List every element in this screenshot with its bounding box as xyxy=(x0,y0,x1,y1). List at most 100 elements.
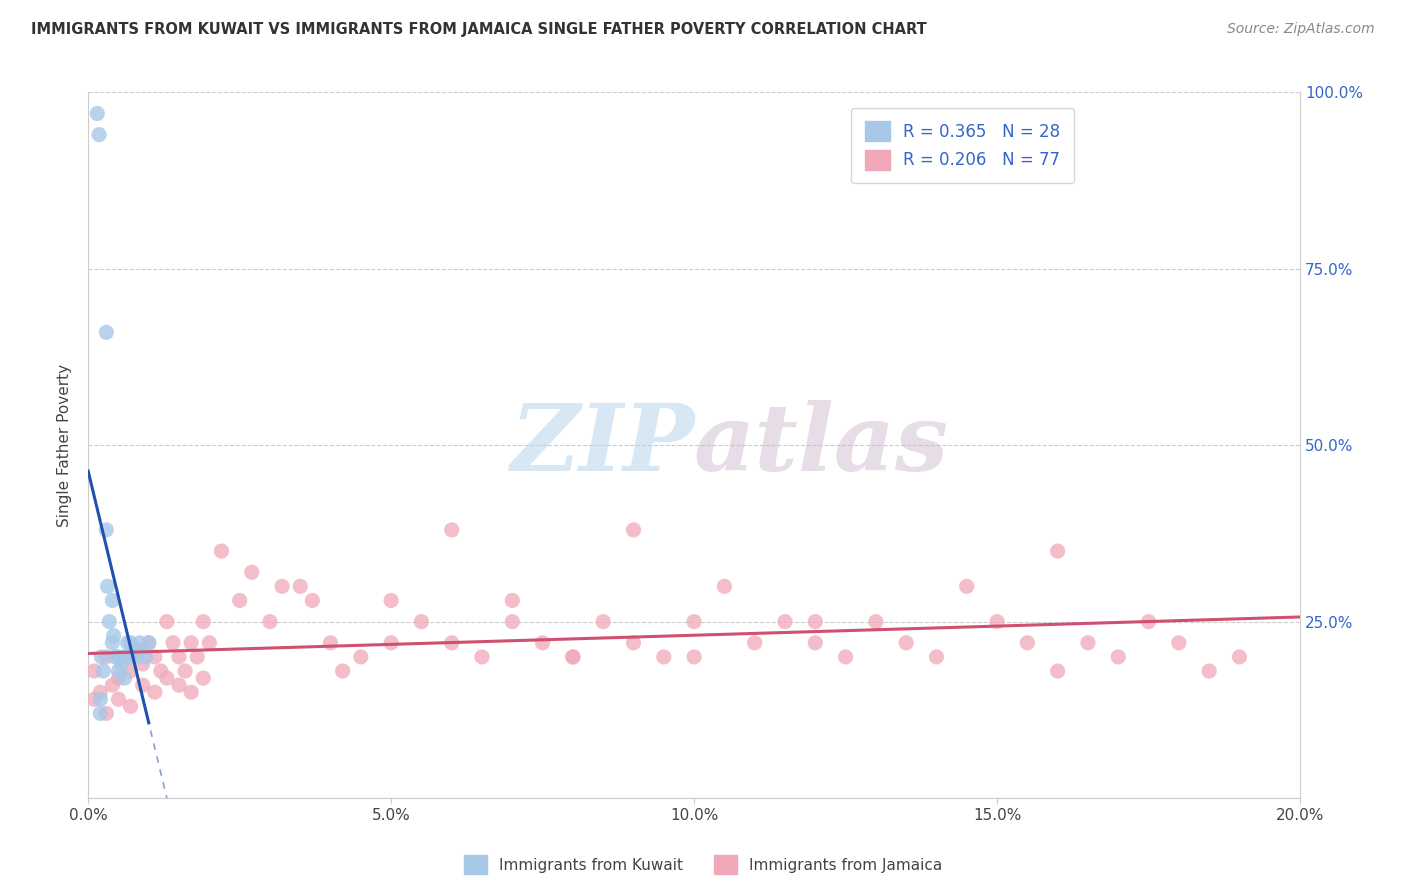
Point xyxy=(138,636,160,650)
Point xyxy=(380,593,402,607)
Point xyxy=(125,649,148,664)
Point xyxy=(96,523,118,537)
Point xyxy=(96,326,118,340)
Point xyxy=(1017,636,1039,650)
Point xyxy=(186,649,208,664)
Point xyxy=(744,636,766,650)
Point xyxy=(1077,636,1099,650)
Point xyxy=(501,593,523,607)
Point xyxy=(107,664,129,678)
Point xyxy=(228,593,250,607)
Point xyxy=(156,615,179,629)
Point xyxy=(211,544,233,558)
Point xyxy=(193,615,215,629)
Point xyxy=(501,615,523,629)
Point xyxy=(96,579,118,593)
Point xyxy=(96,649,118,664)
Point xyxy=(834,649,856,664)
Point xyxy=(167,649,190,664)
Point xyxy=(332,664,354,678)
Point xyxy=(319,636,342,650)
Point xyxy=(773,615,796,629)
Point xyxy=(149,664,172,678)
Point xyxy=(110,657,132,671)
Point xyxy=(804,615,827,629)
Point xyxy=(87,128,110,142)
Point xyxy=(561,649,583,664)
Point xyxy=(138,636,160,650)
Point xyxy=(120,636,142,650)
Point xyxy=(180,685,202,699)
Point xyxy=(652,649,675,664)
Point xyxy=(804,636,827,650)
Point xyxy=(83,692,105,706)
Text: ZIP: ZIP xyxy=(510,401,695,491)
Point xyxy=(83,664,105,678)
Text: atlas: atlas xyxy=(695,401,949,491)
Point xyxy=(531,636,554,650)
Point xyxy=(143,685,166,699)
Point xyxy=(86,106,108,120)
Point xyxy=(162,636,184,650)
Point xyxy=(592,615,614,629)
Point xyxy=(471,649,494,664)
Point xyxy=(128,636,150,650)
Point xyxy=(135,649,157,664)
Point xyxy=(104,649,127,664)
Text: IMMIGRANTS FROM KUWAIT VS IMMIGRANTS FROM JAMAICA SINGLE FATHER POVERTY CORRELAT: IMMIGRANTS FROM KUWAIT VS IMMIGRANTS FRO… xyxy=(31,22,927,37)
Point xyxy=(440,636,463,650)
Point xyxy=(114,649,136,664)
Point xyxy=(101,678,124,692)
Point xyxy=(101,636,124,650)
Point xyxy=(107,649,129,664)
Point xyxy=(865,615,887,629)
Point xyxy=(91,664,114,678)
Point xyxy=(1046,544,1069,558)
Point xyxy=(96,706,118,721)
Point xyxy=(180,636,202,650)
Point xyxy=(301,593,323,607)
Point xyxy=(894,636,917,650)
Point xyxy=(89,685,111,699)
Point xyxy=(1046,664,1069,678)
Point xyxy=(117,636,139,650)
Point xyxy=(683,649,706,664)
Point xyxy=(143,649,166,664)
Point xyxy=(156,671,179,685)
Point xyxy=(193,671,215,685)
Point xyxy=(1137,615,1160,629)
Point xyxy=(350,649,373,664)
Point xyxy=(713,579,735,593)
Point xyxy=(131,643,153,657)
Point xyxy=(89,692,111,706)
Point xyxy=(90,649,112,664)
Point xyxy=(440,523,463,537)
Point xyxy=(683,615,706,629)
Point xyxy=(271,579,294,593)
Point xyxy=(131,657,153,671)
Point xyxy=(623,523,645,537)
Point xyxy=(120,649,142,664)
Point xyxy=(98,615,121,629)
Point xyxy=(120,699,142,714)
Point xyxy=(240,566,263,580)
Point xyxy=(1167,636,1189,650)
Legend: R = 0.365   N = 28, R = 0.206   N = 77: R = 0.365 N = 28, R = 0.206 N = 77 xyxy=(852,108,1074,184)
Point xyxy=(122,643,145,657)
Point xyxy=(114,649,136,664)
Point xyxy=(380,636,402,650)
Point xyxy=(1229,649,1251,664)
Point xyxy=(290,579,312,593)
Text: Source: ZipAtlas.com: Source: ZipAtlas.com xyxy=(1227,22,1375,37)
Point xyxy=(561,649,583,664)
Point xyxy=(131,678,153,692)
Point xyxy=(107,671,129,685)
Point xyxy=(103,629,125,643)
Legend: Immigrants from Kuwait, Immigrants from Jamaica: Immigrants from Kuwait, Immigrants from … xyxy=(458,849,948,880)
Point xyxy=(120,664,142,678)
Point xyxy=(956,579,979,593)
Y-axis label: Single Father Poverty: Single Father Poverty xyxy=(58,364,72,527)
Point xyxy=(107,692,129,706)
Point xyxy=(623,636,645,650)
Point xyxy=(986,615,1008,629)
